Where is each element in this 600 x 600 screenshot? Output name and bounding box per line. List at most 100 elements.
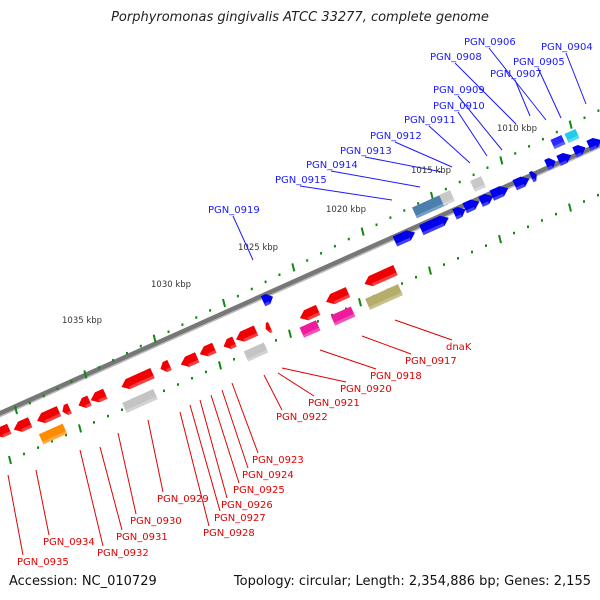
gene-shade [481,201,490,207]
gene-shade [492,193,505,201]
minor-tick [51,440,53,443]
reverse-gene-label: PGN_0921 [308,398,360,409]
minor-tick [457,257,459,260]
gene-shade [302,327,321,338]
minor-tick [125,351,128,355]
gene-body [556,152,572,166]
minor-tick [195,316,198,319]
leader-line [35,469,50,536]
gene-features [0,128,600,445]
forward-gene-label: PGN_0912 [370,131,422,142]
reverse-gene-label: PGN_0935 [17,557,69,568]
leader-line [394,141,453,168]
gene-shade [442,198,455,206]
reverse-gene [299,304,321,321]
gene-body [512,176,530,191]
gene-body [299,320,321,338]
leader-line [232,215,254,261]
reverse-gene-label: PGN_0931 [116,532,168,543]
leader-line [210,394,240,484]
minor-tick [139,344,142,348]
minor-tick [444,187,447,191]
leader-line [364,156,443,173]
minor-tick [177,383,179,386]
leader-line [514,79,531,117]
forward-gene-alt [550,134,566,150]
accession-text: Accession: NC_010729 [9,574,157,589]
minor-tick [205,370,207,374]
minor-tick [275,339,277,342]
gene-shade [455,214,463,220]
minor-tick [121,408,123,412]
pseudo-gene [470,176,486,192]
leader-line [394,319,453,341]
reverse-gene [121,368,155,390]
gene-shade [42,430,68,445]
gene-body [419,215,449,236]
leader-line [319,349,377,370]
leader-line [189,404,221,512]
label-leader-lines [7,47,587,556]
major-tick [499,156,504,165]
leader-line [454,62,517,125]
gene-body [452,206,466,220]
reverse-gene-alt [38,423,68,445]
forward-gene [478,193,494,207]
gene-body [412,193,448,219]
gene-body [90,388,108,403]
gene-shade [422,223,445,236]
major-tick [222,298,226,308]
gene-body [223,336,237,350]
minor-tick [70,380,73,383]
forward-gene [452,206,466,220]
forward-gene-label: PGN_0904 [541,42,593,53]
reverse-gene [265,321,273,334]
reverse-gene-alt [330,306,356,326]
gene-shade [207,350,217,357]
gene-body [265,321,273,334]
reverse-gene [78,395,92,409]
major-tick [288,329,292,339]
minor-tick [236,294,239,298]
minor-tick [401,282,403,285]
major-tick [291,263,296,272]
gene-body [365,284,403,310]
gene-body [78,395,92,409]
leader-line [277,372,315,397]
gene-body [199,342,217,357]
major-tick [83,370,88,379]
leader-line [99,446,123,531]
reverse-gene [13,417,33,432]
leader-line [537,67,562,119]
forward-gene-alt [564,128,580,144]
reverse-gene-label: PGN_0934 [43,537,95,548]
minor-tick [107,414,109,418]
minor-tick [443,263,445,266]
reverse-gene-label: PGN_0920 [340,384,392,395]
minor-tick [486,166,489,169]
forward-gene [544,157,556,171]
leader-line [330,170,421,188]
major-tick [498,234,502,244]
minor-tick [98,366,101,369]
reverse-gene [223,336,237,350]
leader-line [147,419,164,493]
major-tick [358,297,362,307]
gene-shade [589,145,598,151]
forward-gene-label: PGN_0905 [513,57,565,68]
minor-tick [191,376,193,380]
gene-shade [21,424,33,432]
reverse-gene [235,325,259,342]
minor-tick [42,394,45,398]
gene-shade [264,301,271,307]
minor-tick [403,209,406,212]
major-tick [568,120,573,129]
reverse-gene [364,265,398,287]
gene-shade [166,367,172,373]
minor-tick [541,219,543,222]
forward-gene [512,176,530,191]
gene-shade [307,312,321,321]
minor-tick [56,387,59,391]
gene-body [572,144,586,158]
